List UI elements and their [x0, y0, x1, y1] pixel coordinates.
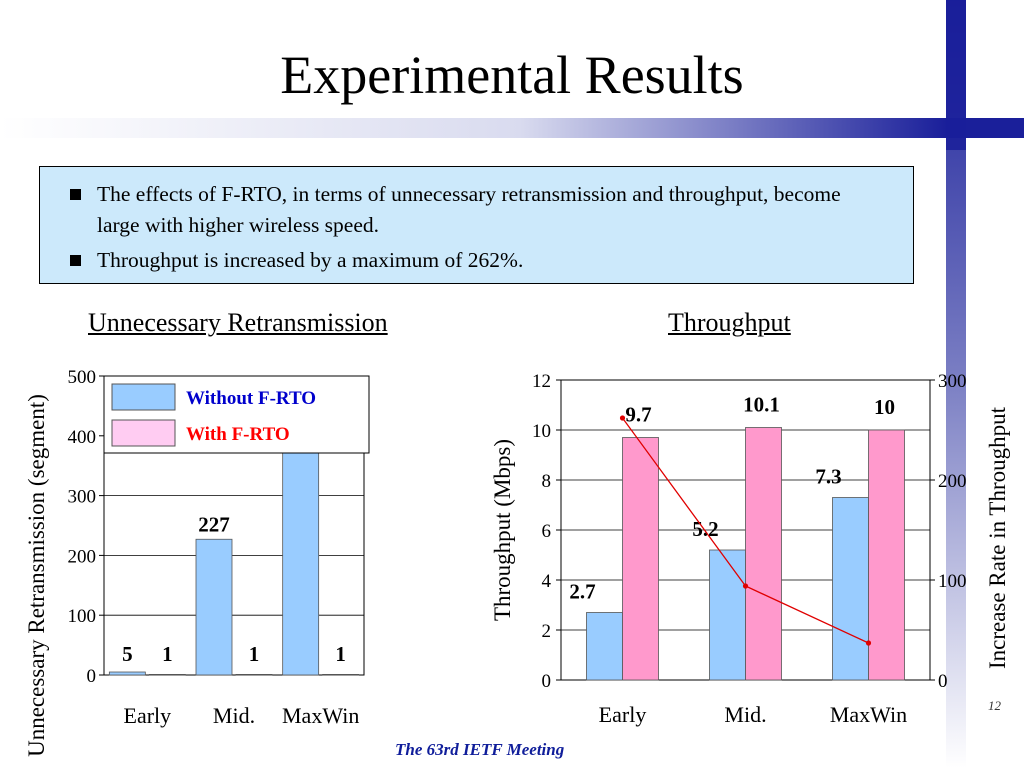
x-tick-label: Early: [599, 702, 647, 727]
y-tick-label: 300: [68, 487, 97, 508]
data-label-without-frto: 5.2: [692, 517, 718, 541]
bar-with-frto: [235, 674, 273, 676]
side-gradient-band: [946, 0, 966, 768]
y-tick-label: 0: [542, 671, 552, 692]
bar-without-frto: [586, 612, 623, 681]
y2-tick-label: 200: [938, 471, 967, 492]
data-label-with-frto: 1: [162, 642, 173, 666]
bullet-item: Throughput is increased by a maximum of …: [70, 245, 850, 276]
bullet-text: The effects of F-RTO, in terms of unnece…: [97, 182, 841, 237]
bar-with-frto: [148, 674, 186, 676]
square-bullet-icon: [70, 255, 81, 266]
increase-rate-point: [619, 415, 626, 421]
footer-meeting-name: The 63rd IETF Meeting: [395, 740, 565, 759]
legend-label-with-frto: With F-RTO: [186, 424, 290, 445]
data-label-with-frto: 1: [249, 642, 260, 666]
y2-axis-label: Increase Rate in Throughput: [985, 406, 1010, 669]
y2-tick-label: 100: [938, 571, 967, 592]
bullet-text: Throughput is increased by a maximum of …: [97, 248, 524, 272]
bar-without-frto: [709, 549, 746, 681]
bar-with-frto: [622, 437, 659, 681]
bar-without-frto: [282, 449, 320, 676]
y-tick-label: 200: [68, 546, 97, 567]
x-tick-label: MaxWin: [830, 702, 907, 727]
y-tick-label: 12: [532, 371, 551, 392]
bar-without-frto: [108, 671, 146, 676]
data-label-without-frto: 227: [198, 512, 230, 536]
y-tick-label: 2: [542, 621, 552, 642]
legend-label-without-frto: Without F-RTO: [186, 388, 316, 409]
y-tick-label: 500: [68, 367, 97, 388]
y-tick-label: 6: [542, 521, 552, 542]
data-label-without-frto: 2.7: [569, 580, 595, 604]
y-tick-label: 10: [532, 421, 551, 442]
y-axis-label: Throughput (Mbps): [490, 439, 515, 621]
y-tick-label: 4: [542, 571, 552, 592]
retransmission-chart-title: Unnecessary Retransmission: [88, 308, 388, 337]
y-tick-label: 8: [542, 471, 552, 492]
bar-with-frto: [868, 429, 905, 681]
data-label-without-frto: 5: [122, 642, 133, 666]
increase-rate-point: [742, 583, 749, 589]
x-tick-label: Mid.: [724, 702, 766, 727]
y-tick-label: 0: [87, 666, 97, 687]
bar-without-frto: [195, 538, 233, 676]
data-label-with-frto: 10: [874, 395, 895, 419]
square-bullet-icon: [70, 189, 81, 200]
data-label-with-frto: 9.7: [625, 403, 651, 427]
slide-title: Experimental Results: [280, 45, 744, 105]
corner-band-vertical: [946, 0, 966, 150]
bar-without-frto: [832, 497, 869, 681]
legend-swatch-with-frto: [111, 419, 176, 447]
bullet-item: The effects of F-RTO, in terms of unnece…: [70, 179, 850, 241]
y-tick-label: 400: [68, 427, 97, 448]
legend-swatch-without-frto: [111, 383, 176, 411]
y-tick-label: 100: [68, 606, 97, 627]
page-number: 12: [988, 698, 1001, 713]
data-label-with-frto: 1: [335, 642, 346, 666]
bar-with-frto: [322, 674, 360, 676]
x-tick-label: Mid.: [213, 703, 255, 728]
x-tick-label: Early: [124, 703, 172, 728]
header-gradient-band: [0, 118, 946, 138]
y2-tick-label: 0: [938, 671, 948, 692]
bullet-box: The effects of F-RTO, in terms of unnece…: [39, 166, 914, 284]
throughput-chart-title: Throughput: [668, 308, 791, 337]
y-axis-label: Unnecessary Retransmission (segment): [24, 394, 49, 757]
x-tick-label: MaxWin: [282, 703, 359, 728]
y2-tick-label: 300: [938, 371, 967, 392]
bar-with-frto: [745, 427, 782, 681]
increase-rate-point: [865, 640, 872, 646]
data-label-with-frto: 10.1: [743, 393, 780, 417]
data-label-without-frto: 7.3: [815, 465, 841, 489]
